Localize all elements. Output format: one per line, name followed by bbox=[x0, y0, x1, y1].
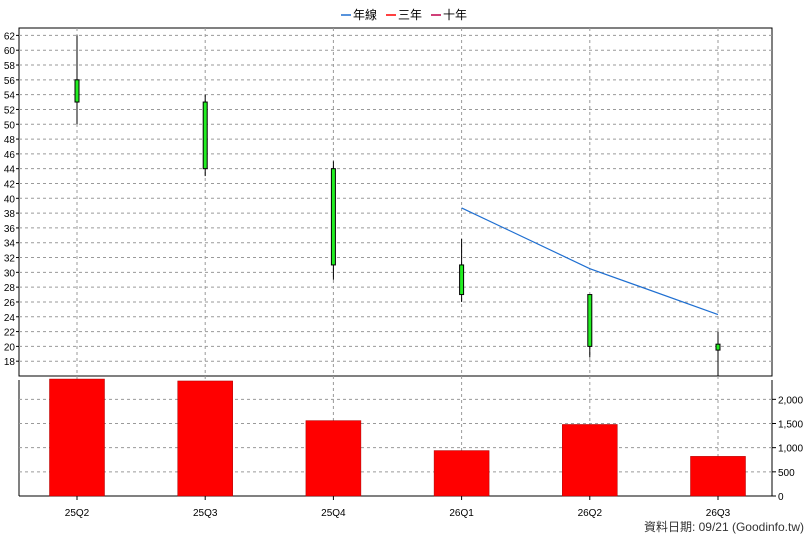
price-plot-area bbox=[18, 27, 773, 377]
footer-source: 資料日期: 09/21 (Goodinfo.tw) bbox=[644, 520, 804, 534]
candle-body bbox=[715, 343, 721, 351]
legend-label-10yr: 十年 bbox=[443, 8, 467, 22]
candle-body bbox=[330, 168, 336, 266]
price-tick-label: 22 bbox=[4, 328, 16, 339]
price-tick-label: 26 bbox=[4, 298, 16, 309]
price-tick-label: 38 bbox=[4, 209, 16, 220]
x-axis: 25Q2 25Q3 25Q4 26Q1 26Q2 26Q3 bbox=[65, 496, 731, 519]
price-tick-label: 40 bbox=[4, 194, 16, 205]
price-tick-label: 42 bbox=[4, 179, 16, 190]
price-tick-label: 46 bbox=[4, 150, 16, 161]
volume-tick-label: 0 bbox=[778, 492, 784, 503]
legend-label-3yr: 三年 bbox=[398, 8, 422, 22]
price-panel: 18 20 22 24 26 28 30 32 34 36 38 40 42 44 46 48 50 52 54 56… bbox=[4, 27, 773, 496]
price-tick-label: 18 bbox=[4, 357, 16, 368]
price-tick-label: 34 bbox=[4, 239, 16, 250]
price-tick-label: 52 bbox=[4, 105, 16, 116]
volume-panel: 0 500 1,000 1,500 2,000 bbox=[18, 378, 803, 503]
x-tick-label: 25Q2 bbox=[65, 508, 90, 519]
price-tick-label: 36 bbox=[4, 224, 16, 235]
volume-bar bbox=[177, 380, 233, 497]
volume-tick-label: 1,000 bbox=[778, 444, 803, 455]
volume-bar bbox=[305, 420, 362, 497]
price-tick-label: 28 bbox=[4, 283, 16, 294]
x-tick-label: 26Q1 bbox=[449, 508, 474, 519]
price-tick-label: 62 bbox=[4, 31, 16, 42]
volume-bar bbox=[562, 424, 618, 497]
volume-bar bbox=[49, 378, 105, 497]
price-tick-label: 44 bbox=[4, 165, 16, 176]
candle-body bbox=[202, 101, 208, 170]
price-tick-label: 56 bbox=[4, 76, 16, 87]
price-tick-label: 30 bbox=[4, 268, 16, 279]
candle-body bbox=[74, 79, 80, 103]
volume-bar bbox=[433, 450, 490, 497]
price-tick-label: 58 bbox=[4, 61, 16, 72]
candle-body bbox=[459, 264, 465, 296]
volume-tick-label: 2,000 bbox=[778, 395, 803, 406]
price-tick-label: 24 bbox=[4, 313, 16, 324]
candle-body bbox=[587, 294, 593, 347]
x-tick-label: 26Q3 bbox=[706, 508, 731, 519]
annual-line-series bbox=[461, 207, 719, 316]
price-tick-label: 20 bbox=[4, 342, 16, 353]
volume-bar bbox=[690, 456, 746, 497]
legend-label-annual: 年線 bbox=[353, 7, 377, 22]
price-tick-label: 48 bbox=[4, 135, 16, 146]
price-tick-label: 60 bbox=[4, 46, 16, 57]
price-tick-label: 32 bbox=[4, 254, 16, 265]
legend: 年線 三年 十年 bbox=[341, 7, 467, 22]
volume-tick-label: 500 bbox=[778, 468, 795, 479]
x-tick-label: 26Q2 bbox=[578, 508, 603, 519]
x-tick-label: 25Q4 bbox=[321, 508, 346, 519]
price-tick-label: 50 bbox=[4, 120, 16, 131]
x-tick-label: 25Q3 bbox=[193, 508, 218, 519]
price-tick-label: 54 bbox=[4, 91, 16, 102]
volume-tick-label: 1,500 bbox=[778, 420, 803, 431]
